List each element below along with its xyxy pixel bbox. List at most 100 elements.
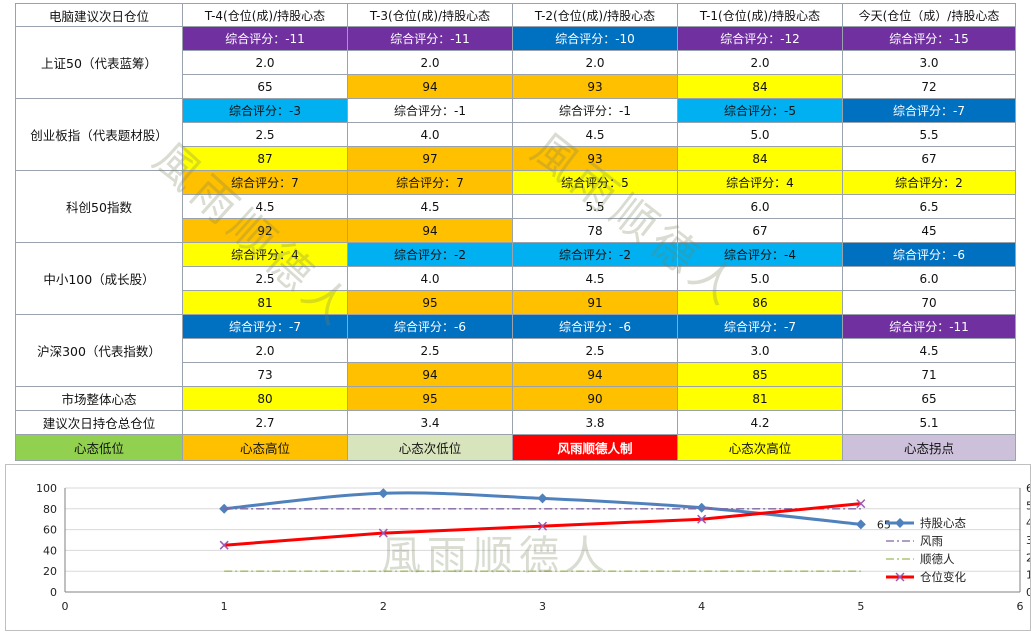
- index-name-cell[interactable]: 中小100（成长股）: [15, 242, 183, 315]
- suggest-value-cell[interactable]: 4.2: [677, 410, 843, 435]
- market-value-cell[interactable]: 65: [842, 386, 1016, 411]
- position-cell[interactable]: 5.0: [677, 122, 843, 147]
- mood-cell[interactable]: 95: [347, 290, 513, 315]
- suggest-value-cell[interactable]: 3.8: [512, 410, 678, 435]
- score-cell[interactable]: 综合评分：-10: [512, 26, 678, 51]
- position-cell[interactable]: 4.5: [347, 194, 513, 219]
- legend-color-cell[interactable]: 心态次高位: [677, 434, 843, 461]
- mood-cell[interactable]: 72: [842, 74, 1016, 99]
- position-cell[interactable]: 2.5: [182, 122, 348, 147]
- score-cell[interactable]: 综合评分：4: [677, 170, 843, 195]
- position-cell[interactable]: 4.5: [182, 194, 348, 219]
- score-cell[interactable]: 综合评分：-7: [182, 314, 348, 339]
- column-header-cell[interactable]: T-4(仓位(成)/持股心态: [182, 3, 348, 27]
- score-cell[interactable]: 综合评分：2: [842, 170, 1016, 195]
- position-cell[interactable]: 5.5: [512, 194, 678, 219]
- position-cell[interactable]: 2.0: [347, 50, 513, 75]
- score-cell[interactable]: 综合评分：-12: [677, 26, 843, 51]
- mood-cell[interactable]: 91: [512, 290, 678, 315]
- position-cell[interactable]: 5.0: [677, 266, 843, 291]
- score-cell[interactable]: 综合评分：-1: [512, 98, 678, 123]
- mood-cell[interactable]: 78: [512, 218, 678, 243]
- position-cell[interactable]: 2.5: [347, 338, 513, 363]
- mood-cell[interactable]: 94: [347, 362, 513, 387]
- mood-cell[interactable]: 94: [347, 74, 513, 99]
- legend-color-cell[interactable]: 心态高位: [182, 434, 348, 461]
- mood-cell[interactable]: 86: [677, 290, 843, 315]
- score-cell[interactable]: 综合评分：-6: [347, 314, 513, 339]
- position-cell[interactable]: 4.0: [347, 122, 513, 147]
- legend-color-cell[interactable]: 心态低位: [15, 434, 183, 461]
- index-name-cell[interactable]: 创业板指（代表题材股）: [15, 98, 183, 171]
- market-value-cell[interactable]: 80: [182, 386, 348, 411]
- mood-cell[interactable]: 65: [182, 74, 348, 99]
- market-value-cell[interactable]: 95: [347, 386, 513, 411]
- score-cell[interactable]: 综合评分：-6: [512, 314, 678, 339]
- position-cell[interactable]: 6.5: [842, 194, 1016, 219]
- position-cell[interactable]: 3.0: [842, 50, 1016, 75]
- score-cell[interactable]: 综合评分：-5: [677, 98, 843, 123]
- score-cell[interactable]: 综合评分：-11: [182, 26, 348, 51]
- position-cell[interactable]: 3.0: [677, 338, 843, 363]
- score-cell[interactable]: 综合评分：7: [182, 170, 348, 195]
- mood-cell[interactable]: 85: [677, 362, 843, 387]
- mood-cell[interactable]: 45: [842, 218, 1016, 243]
- suggest-value-cell[interactable]: 3.4: [347, 410, 513, 435]
- market-label-cell[interactable]: 市场整体心态: [15, 386, 183, 411]
- position-cell[interactable]: 2.0: [512, 50, 678, 75]
- position-cell[interactable]: 4.5: [512, 266, 678, 291]
- column-header-cell[interactable]: T-2(仓位(成)/持股心态: [512, 3, 678, 27]
- legend-color-cell[interactable]: 风雨顺德人制: [512, 434, 678, 461]
- position-cell[interactable]: 4.5: [512, 122, 678, 147]
- mood-cell[interactable]: 93: [512, 146, 678, 171]
- index-name-cell[interactable]: 科创50指数: [15, 170, 183, 243]
- index-name-cell[interactable]: 上证50（代表蓝筹）: [15, 26, 183, 99]
- score-cell[interactable]: 综合评分：5: [512, 170, 678, 195]
- index-name-cell[interactable]: 沪深300（代表指数）: [15, 314, 183, 387]
- position-cell[interactable]: 6.0: [842, 266, 1016, 291]
- market-value-cell[interactable]: 90: [512, 386, 678, 411]
- mood-cell[interactable]: 67: [842, 146, 1016, 171]
- mood-cell[interactable]: 94: [347, 218, 513, 243]
- column-header-cell[interactable]: T-1(仓位(成)/持股心态: [677, 3, 843, 27]
- position-cell[interactable]: 2.5: [182, 266, 348, 291]
- legend-color-cell[interactable]: 心态次低位: [347, 434, 513, 461]
- mood-cell[interactable]: 84: [677, 74, 843, 99]
- mood-cell[interactable]: 81: [182, 290, 348, 315]
- position-cell[interactable]: 2.0: [182, 50, 348, 75]
- score-cell[interactable]: 综合评分：-15: [842, 26, 1016, 51]
- position-cell[interactable]: 4.0: [347, 266, 513, 291]
- position-cell[interactable]: 6.0: [677, 194, 843, 219]
- score-cell[interactable]: 综合评分：-2: [347, 242, 513, 267]
- mood-cell[interactable]: 93: [512, 74, 678, 99]
- score-cell[interactable]: 综合评分：-3: [182, 98, 348, 123]
- score-cell[interactable]: 综合评分：-11: [842, 314, 1016, 339]
- suggest-label-cell[interactable]: 建议次日持仓总仓位: [15, 410, 183, 435]
- position-cell[interactable]: 2.0: [182, 338, 348, 363]
- score-cell[interactable]: 综合评分：-1: [347, 98, 513, 123]
- suggest-value-cell[interactable]: 2.7: [182, 410, 348, 435]
- score-cell[interactable]: 综合评分：-11: [347, 26, 513, 51]
- score-cell[interactable]: 综合评分：-2: [512, 242, 678, 267]
- mood-cell[interactable]: 87: [182, 146, 348, 171]
- mood-cell[interactable]: 71: [842, 362, 1016, 387]
- legend-color-cell[interactable]: 心态拐点: [842, 434, 1016, 461]
- score-cell[interactable]: 综合评分：7: [347, 170, 513, 195]
- score-cell[interactable]: 综合评分：-6: [842, 242, 1016, 267]
- mood-cell[interactable]: 97: [347, 146, 513, 171]
- position-cell[interactable]: 2.0: [677, 50, 843, 75]
- line-chart[interactable]: 0 20 40 60 80 100 0 1 2 3 4 5 6 0 1 2 3 4 5 6 65 持股心态 风雨 顺德人 仓位变…: [5, 464, 1031, 631]
- position-cell[interactable]: 5.5: [842, 122, 1016, 147]
- position-cell[interactable]: 2.5: [512, 338, 678, 363]
- column-header-cell[interactable]: 今天(仓位（成）/持股心态: [842, 3, 1016, 27]
- mood-cell[interactable]: 73: [182, 362, 348, 387]
- score-cell[interactable]: 综合评分：-4: [677, 242, 843, 267]
- mood-cell[interactable]: 84: [677, 146, 843, 171]
- corner-header-cell[interactable]: 电脑建议次日仓位: [15, 3, 183, 27]
- score-cell[interactable]: 综合评分：4: [182, 242, 348, 267]
- score-cell[interactable]: 综合评分：-7: [842, 98, 1016, 123]
- mood-cell[interactable]: 67: [677, 218, 843, 243]
- score-cell[interactable]: 综合评分：-7: [677, 314, 843, 339]
- mood-cell[interactable]: 92: [182, 218, 348, 243]
- column-header-cell[interactable]: T-3(仓位(成)/持股心态: [347, 3, 513, 27]
